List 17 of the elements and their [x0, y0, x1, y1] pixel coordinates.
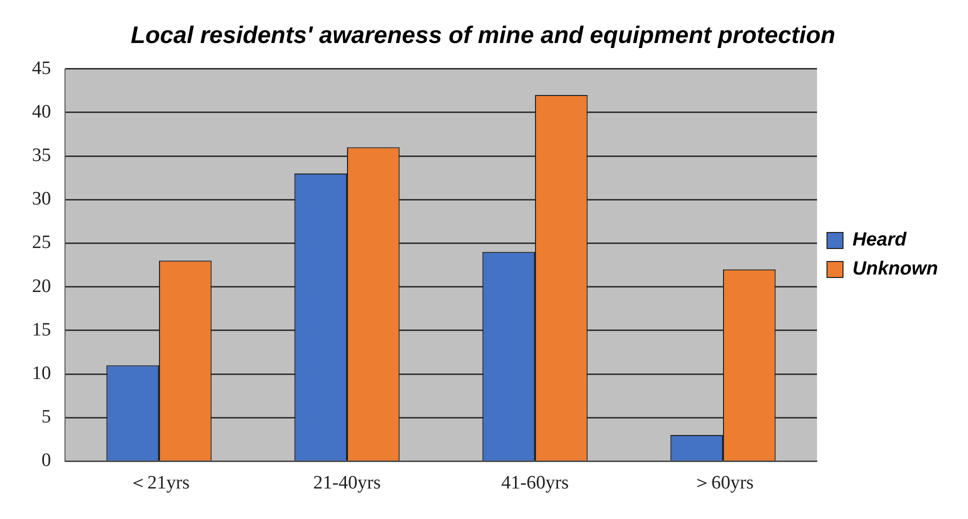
y-tick-label: 45	[32, 58, 51, 79]
y-tick-label: 0	[42, 450, 51, 472]
chart-title: Local residents' awareness of mine and equipment protection	[130, 22, 836, 50]
legend-label: Unknown	[852, 258, 938, 280]
x-tick-label: 21-40yrs	[313, 472, 381, 494]
y-tick-label: 30	[32, 188, 51, 210]
y-tick-label: 15	[32, 319, 51, 340]
x-tick-label: ＜21yrs	[128, 472, 190, 494]
y-tick-label: 40	[32, 101, 51, 122]
x-tick-label: 41-60yrs	[501, 472, 569, 494]
y-tick-label: 5	[42, 406, 51, 428]
y-tick-label: 20	[32, 276, 51, 297]
legend-label: Heard	[852, 230, 907, 251]
x-tick-label: ＞60yrs	[692, 472, 754, 494]
y-tick-label: 35	[32, 144, 51, 166]
y-tick-label: 25	[32, 232, 51, 254]
y-tick-label: 10	[32, 362, 51, 384]
